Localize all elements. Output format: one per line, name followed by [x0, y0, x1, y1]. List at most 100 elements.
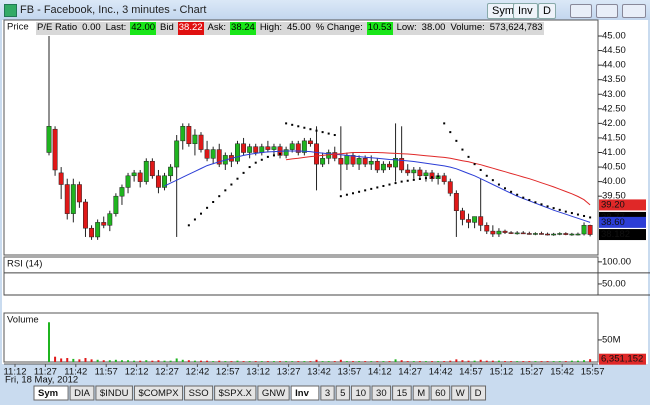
tab[interactable]: DIA	[69, 385, 95, 401]
sar-dot	[528, 198, 531, 201]
price-marker	[599, 216, 646, 228]
sar-dot	[200, 212, 202, 215]
sar-dot	[479, 168, 482, 171]
sar-dot	[266, 155, 269, 158]
candle-body	[52, 128, 58, 171]
quote-bar: P/E Ratio 0.00 Last: 42.00 Bid 38.22 Ask: 38.24…	[36, 22, 544, 35]
tab[interactable]: SSO	[184, 385, 214, 401]
tab-label: $COMPX	[138, 388, 179, 399]
candle-body	[362, 158, 368, 165]
volume-bar	[339, 359, 342, 362]
close-button[interactable]	[622, 4, 646, 18]
tab-frame	[470, 385, 487, 401]
tab[interactable]: 30	[371, 385, 392, 401]
volume-bar	[66, 358, 69, 362]
minimize-button[interactable]	[570, 4, 592, 18]
candle-body	[484, 225, 490, 232]
candle-body	[429, 172, 435, 179]
x-tick-label: 12:42	[186, 367, 210, 378]
volume-bar	[540, 361, 543, 362]
quote-value: 45.00	[287, 22, 311, 33]
tab-frame	[451, 385, 470, 401]
volume-bar	[291, 361, 294, 362]
candle-body	[295, 143, 301, 153]
sar-dot	[364, 189, 367, 192]
sar-dot	[327, 132, 330, 135]
volume-bar	[303, 361, 306, 362]
tab-frame	[133, 385, 184, 401]
volume-bar	[157, 360, 160, 362]
tab-label: GNW	[262, 388, 285, 399]
sar-dot	[540, 203, 543, 206]
tab-frame	[33, 385, 69, 401]
toolbar-button[interactable]: D	[538, 3, 556, 19]
candle-body	[478, 216, 484, 226]
candle-body	[216, 149, 222, 165]
quote-label: High:	[259, 22, 282, 33]
sar-dot	[309, 128, 312, 131]
candle-body	[46, 126, 52, 153]
volume-bar	[510, 361, 513, 362]
volume-bar	[345, 361, 348, 362]
sar-dot	[224, 189, 227, 192]
volume-bar	[321, 361, 324, 362]
tab[interactable]: Inv	[290, 385, 320, 401]
maximize-button[interactable]	[596, 4, 618, 18]
candle-body	[320, 158, 326, 165]
candle-body	[539, 233, 544, 235]
x-tick-label: 14:57	[459, 367, 483, 378]
tab[interactable]: Sym	[33, 385, 69, 401]
sar-dot	[516, 193, 519, 196]
volume-bar	[364, 361, 367, 362]
window-title: FB - Facebook, Inc., 3 minutes - Chart	[20, 4, 207, 16]
candle-body	[466, 219, 471, 223]
tab[interactable]: 60	[430, 385, 451, 401]
volume-bar	[497, 360, 500, 362]
tab-frame	[69, 385, 95, 401]
volume-marker	[599, 353, 646, 365]
tab[interactable]: 10	[350, 385, 371, 401]
volume-bar	[230, 361, 233, 362]
x-tick-label: 15:42	[550, 367, 574, 378]
candle-body	[89, 227, 95, 238]
tab[interactable]: $COMPX	[133, 385, 184, 401]
sar-dot	[333, 134, 336, 137]
volume-bar	[504, 361, 506, 362]
tab[interactable]: 5	[335, 385, 350, 401]
volume-bar	[546, 361, 549, 362]
candle-body	[344, 155, 350, 165]
toolbar-button[interactable]: Inv	[513, 3, 538, 19]
candle-body	[125, 175, 131, 188]
sar-dot	[583, 214, 586, 217]
volume-bar	[212, 361, 215, 362]
candle-body	[332, 152, 338, 159]
tab[interactable]: 3	[320, 385, 335, 401]
moving-average	[286, 152, 591, 206]
y-tick-label: 100.00	[602, 256, 631, 267]
tab[interactable]: M	[412, 385, 430, 401]
volume-bar	[206, 360, 209, 362]
sar-dot	[339, 195, 342, 198]
tab[interactable]: $INDU	[95, 385, 133, 401]
candle-body	[174, 140, 180, 168]
candle-body	[168, 166, 174, 177]
candle-body	[253, 146, 259, 153]
tab[interactable]: $SPX.X	[214, 385, 257, 401]
sar-dot	[297, 125, 300, 128]
tab-label: 10	[355, 388, 366, 399]
candle-body	[496, 230, 502, 235]
tab[interactable]: W	[451, 385, 470, 401]
volume-bar	[552, 361, 555, 362]
volume-bar	[193, 360, 196, 362]
x-tick-label: 11:12	[3, 367, 26, 378]
tab[interactable]: D	[470, 385, 487, 401]
tab[interactable]: 15	[392, 385, 412, 401]
y-tick-label: 42.50	[602, 103, 626, 114]
y-tick-label: 42.00	[602, 118, 626, 129]
candle-body	[459, 210, 465, 220]
candle-body	[587, 225, 593, 235]
tab[interactable]: GNW	[257, 385, 290, 401]
volume-bar	[285, 361, 288, 362]
sar-dot	[497, 183, 500, 186]
volume-bar	[461, 360, 464, 362]
